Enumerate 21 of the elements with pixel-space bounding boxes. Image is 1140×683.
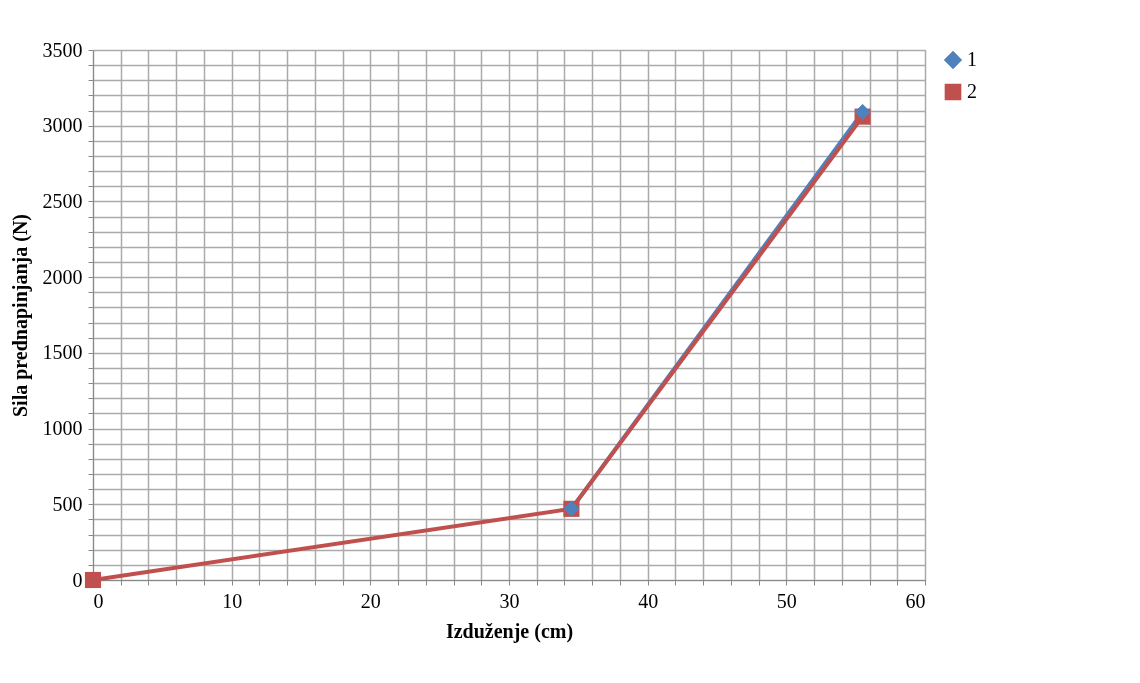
x-tick-label: 40 <box>638 589 659 612</box>
x-tick-label: 0 <box>93 589 104 612</box>
y-tick-label: 2000 <box>42 265 83 288</box>
x-axis-title: Izduženje (cm) <box>445 619 574 643</box>
y-tick-label: 1500 <box>42 341 83 364</box>
legend-label: 1 <box>967 48 977 70</box>
y-tick-label: 1000 <box>42 417 83 440</box>
y-tick-label: 3500 <box>42 38 83 61</box>
x-tick-label: 50 <box>776 589 797 612</box>
y-tick-label: 3000 <box>42 114 83 137</box>
y-axis-title: Sila prednapinjanja (N) <box>8 213 32 418</box>
y-tick-label: 2500 <box>42 189 83 212</box>
x-tick-label: 30 <box>499 589 520 612</box>
point <box>84 571 102 589</box>
point <box>854 104 871 121</box>
y-tick-label: 500 <box>52 492 83 515</box>
x-tick-label: 10 <box>222 589 243 612</box>
x-tick-label: 20 <box>360 589 381 612</box>
legend-label: 2 <box>967 80 977 102</box>
y-tick-label: 0 <box>72 568 83 591</box>
x-tick-label: 60 <box>905 589 926 612</box>
